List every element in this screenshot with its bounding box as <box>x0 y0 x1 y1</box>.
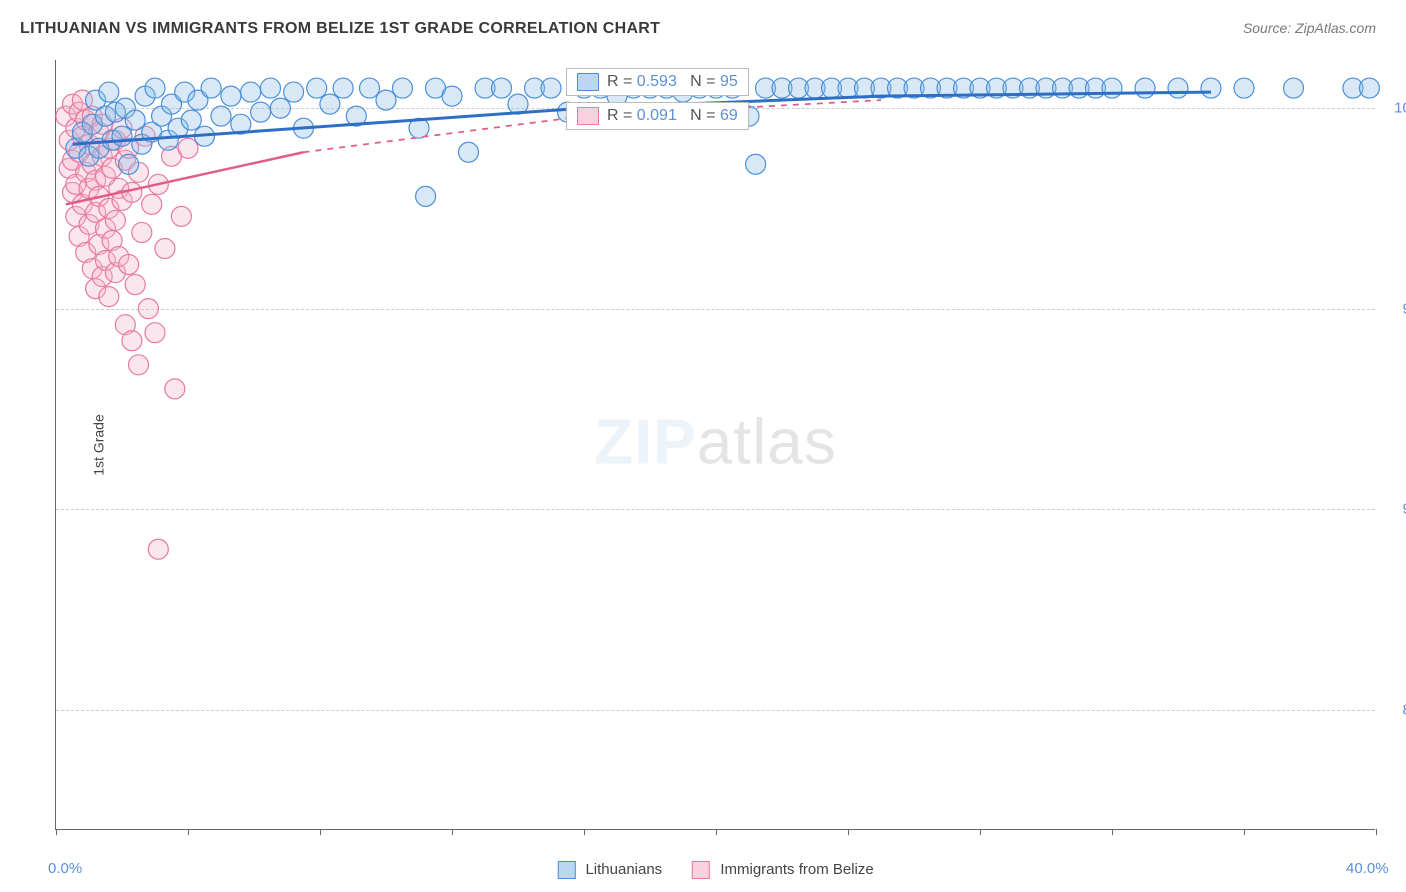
data-point <box>1102 78 1122 98</box>
legend-item-1: Lithuanians <box>557 861 662 879</box>
chart-title: LITHUANIAN VS IMMIGRANTS FROM BELIZE 1ST… <box>20 20 660 38</box>
data-point <box>261 78 281 98</box>
data-point <box>211 106 231 126</box>
data-point <box>442 86 462 106</box>
stat-text: R = 0.593 N = 95 <box>607 73 738 91</box>
x-tick <box>320 829 321 835</box>
data-point <box>1234 78 1254 98</box>
data-point <box>320 94 340 114</box>
data-point <box>119 154 139 174</box>
data-point <box>99 82 119 102</box>
chart-container: LITHUANIAN VS IMMIGRANTS FROM BELIZE 1ST… <box>0 0 1406 892</box>
data-point <box>99 287 119 307</box>
plot-area: 1st Grade 85.0%90.0%95.0%100.0% ZIPatlas… <box>55 60 1375 830</box>
legend-label-2: Immigrants from Belize <box>720 861 873 878</box>
data-point <box>105 210 125 230</box>
data-point <box>155 238 175 258</box>
stat-box-series-2: R = 0.091 N = 69 <box>566 102 749 130</box>
x-tick <box>1112 829 1113 835</box>
x-tick <box>848 829 849 835</box>
data-point <box>307 78 327 98</box>
data-point <box>376 90 396 110</box>
data-point <box>145 323 165 343</box>
data-point <box>1201 78 1221 98</box>
data-point <box>251 102 271 122</box>
y-tick-label: 95.0% <box>1385 300 1406 317</box>
x-tick-label: 40.0% <box>1346 860 1389 877</box>
legend-swatch-1 <box>557 861 575 879</box>
data-point <box>125 275 145 295</box>
x-tick <box>584 829 585 835</box>
data-point <box>125 110 145 130</box>
data-point <box>221 86 241 106</box>
data-point <box>138 299 158 319</box>
x-tick-label: 0.0% <box>48 860 82 877</box>
data-point <box>1168 78 1188 98</box>
stat-text: R = 0.091 N = 69 <box>607 107 738 125</box>
x-tick <box>188 829 189 835</box>
data-point <box>284 82 304 102</box>
data-point <box>1359 78 1379 98</box>
legend-item-2: Immigrants from Belize <box>692 861 874 879</box>
stat-swatch <box>577 107 599 125</box>
x-tick <box>980 829 981 835</box>
data-point <box>241 82 261 102</box>
data-point <box>416 186 436 206</box>
data-point <box>171 206 191 226</box>
data-point <box>393 78 413 98</box>
data-point <box>1284 78 1304 98</box>
y-tick-label: 100.0% <box>1385 100 1406 117</box>
stat-swatch <box>577 73 599 91</box>
data-point <box>132 222 152 242</box>
data-point <box>459 142 479 162</box>
data-point <box>1135 78 1155 98</box>
data-point <box>165 379 185 399</box>
data-point <box>333 78 353 98</box>
data-point <box>122 331 142 351</box>
scatter-svg <box>56 60 1375 829</box>
data-point <box>201 78 221 98</box>
legend-label-1: Lithuanians <box>585 861 662 878</box>
data-point <box>129 355 149 375</box>
data-point <box>142 194 162 214</box>
legend: Lithuanians Immigrants from Belize <box>557 861 873 879</box>
stat-box-series-1: R = 0.593 N = 95 <box>566 68 749 96</box>
y-tick-label: 85.0% <box>1385 701 1406 718</box>
data-point <box>181 110 201 130</box>
data-point <box>746 154 766 174</box>
data-point <box>270 98 290 118</box>
data-point <box>360 78 380 98</box>
data-point <box>112 126 132 146</box>
data-point <box>145 78 165 98</box>
legend-swatch-2 <box>692 861 710 879</box>
x-tick <box>452 829 453 835</box>
data-point <box>148 539 168 559</box>
data-point <box>178 138 198 158</box>
data-point <box>541 78 561 98</box>
x-tick <box>56 829 57 835</box>
x-tick <box>1376 829 1377 835</box>
x-tick <box>1244 829 1245 835</box>
y-tick-label: 90.0% <box>1385 501 1406 518</box>
data-point <box>119 255 139 275</box>
source-attribution: Source: ZipAtlas.com <box>1243 20 1376 36</box>
x-tick <box>716 829 717 835</box>
data-point <box>492 78 512 98</box>
